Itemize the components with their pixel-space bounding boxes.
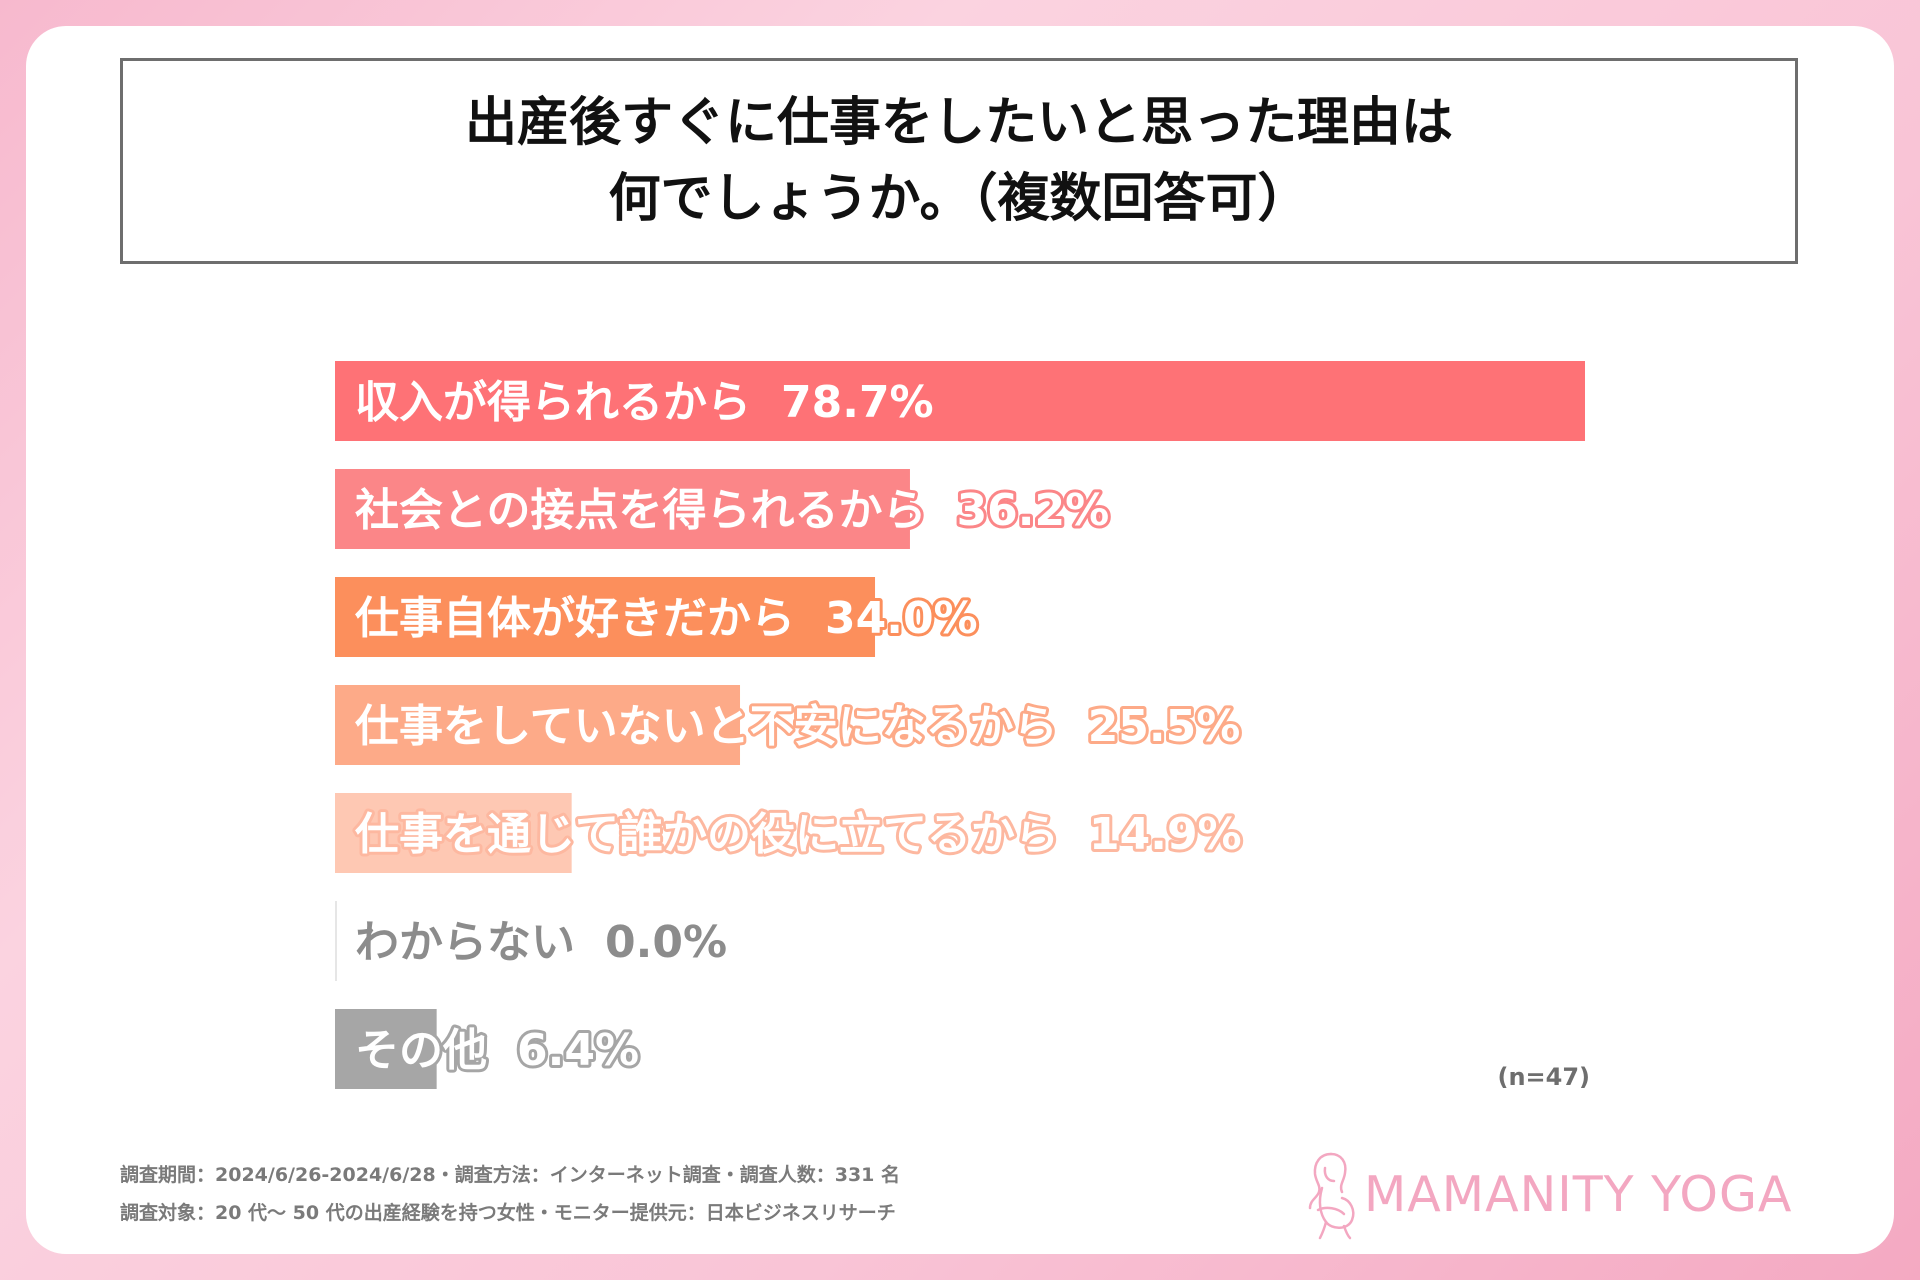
sample-size-note: (n=47): [1497, 1063, 1590, 1091]
page-title-line-2: 何でしょうか。（複数回答可）: [608, 169, 1310, 229]
bar-5: [335, 793, 572, 873]
value-label-5: 14.9%: [1089, 809, 1242, 860]
category-label-2: 社会との接点を得られるから: [355, 485, 927, 536]
bar-label-6: わからない 0.0%: [355, 917, 727, 968]
category-label-1: 収入が得られるから: [355, 377, 751, 428]
brand-name: MAMANITY YOGA: [1364, 1165, 1793, 1223]
value-label-2: 36.2%: [957, 485, 1110, 536]
footnote-survey-target: 調査対象：20 代～ 50 代の出産経験を持つ女性・モニター提供元：日本ビジネス…: [120, 1202, 896, 1224]
bar-label-3: 仕事自体が好きだから 34.0%: [355, 593, 978, 644]
bar-6-baseline: [335, 901, 337, 981]
category-label-3: 仕事自体が好きだから: [355, 593, 795, 644]
brand-logo: MAMANITY YOGA: [1298, 1148, 1792, 1240]
bar-label-1: 収入が得られるから 78.7%: [355, 377, 934, 428]
value-label-1: 78.7%: [781, 377, 934, 428]
value-label-4: 25.5%: [1088, 701, 1241, 752]
value-label-7: 6.4%: [517, 1025, 639, 1076]
category-label-7: その他: [355, 1025, 487, 1076]
bar-label-2: 社会との接点を得られるから 36.2%: [355, 485, 1109, 536]
bar-label-7: その他 6.4%: [355, 1025, 639, 1076]
title-box: 出産後すぐに仕事をしたいと思った理由は 何でしょうか。（複数回答可）: [120, 58, 1798, 264]
category-label-5: 仕事を通じて誰かの役に立てるから: [355, 809, 1059, 860]
footnote-survey-period: 調査期間：2024/6/26-2024/6/28・調査方法：インターネット調査・…: [120, 1164, 901, 1186]
category-label-6: わからない: [355, 917, 575, 968]
value-label-3: 34.0%: [825, 593, 978, 644]
page-title-line-1: 出産後すぐに仕事をしたいと思った理由は: [464, 93, 1453, 153]
bar-2: [335, 469, 910, 549]
bar-label-5: 仕事を通じて誰かの役に立てるから 14.9%: [355, 809, 1242, 860]
bar-3: [335, 577, 876, 657]
bar-label-4: 仕事をしていないと不安になるから 25.5%: [355, 701, 1240, 752]
pregnant-woman-icon: [1308, 1152, 1355, 1240]
category-label-4: 仕事をしていないと不安になるから: [355, 701, 1058, 752]
value-label-6: 0.0%: [605, 917, 727, 968]
bar-1: [335, 361, 1585, 441]
bar-4: [335, 685, 741, 765]
bar-7: [335, 1009, 437, 1089]
